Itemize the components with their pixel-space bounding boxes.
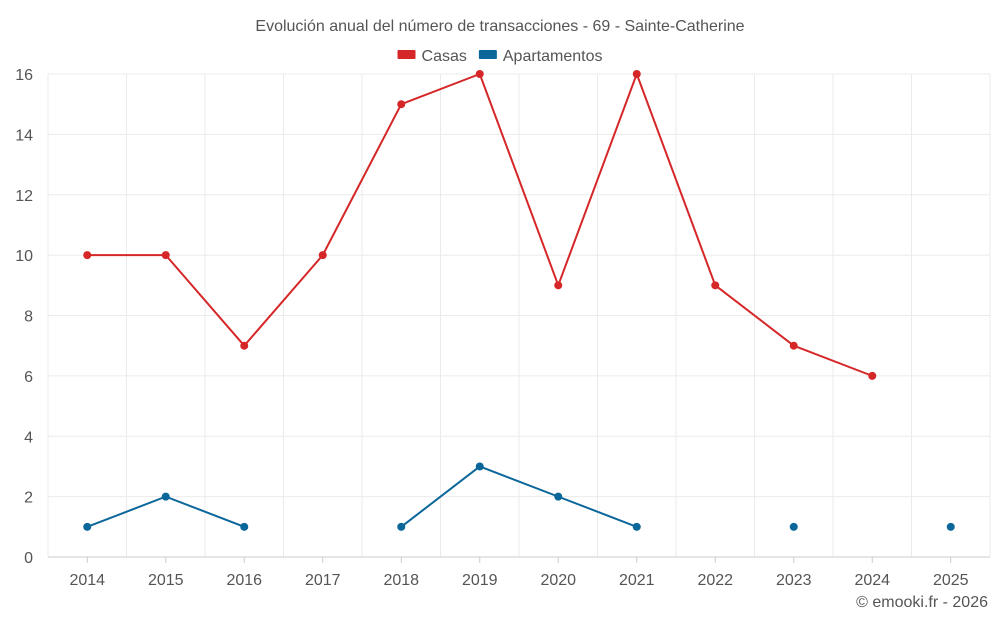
- x-tick-label: 2024: [854, 572, 890, 589]
- data-point-apartamentos-2016[interactable]: [240, 522, 249, 531]
- data-point-apartamentos-2021[interactable]: [632, 522, 641, 531]
- line-segment-casas: [478, 73, 560, 287]
- chart-title: Evolución anual del número de transaccio…: [255, 18, 744, 35]
- x-tick-label: 2015: [148, 572, 184, 589]
- data-point-apartamentos-2019[interactable]: [475, 462, 484, 471]
- legend-label: Casas: [422, 48, 467, 65]
- legend-swatch: [478, 50, 497, 59]
- grid: [47, 73, 991, 558]
- data-point-casas-2023[interactable]: [789, 341, 798, 350]
- data-point-casas-2020[interactable]: [554, 281, 563, 290]
- y-tick-label: 16: [15, 67, 33, 84]
- x-tick-label: 2018: [383, 572, 419, 589]
- y-tick-label: 10: [15, 248, 33, 265]
- x-tick-label: 2025: [933, 572, 969, 589]
- data-point-casas-2022[interactable]: [711, 281, 720, 290]
- line-segment-casas: [792, 344, 874, 377]
- x-tick-label: 2020: [540, 572, 576, 589]
- data-point-apartamentos-2018[interactable]: [397, 522, 406, 531]
- legend-label: Apartamentos: [503, 48, 603, 65]
- x-tick-label: 2014: [69, 572, 105, 589]
- series-group: [83, 70, 955, 531]
- line-segment-apartamentos: [478, 465, 560, 498]
- x-tick-label: 2022: [697, 572, 733, 589]
- legend: Casas Apartamentos: [397, 48, 603, 65]
- line-segment-casas: [557, 73, 638, 287]
- line-segment-casas: [243, 254, 324, 347]
- x-tick-label: 2019: [462, 572, 498, 589]
- credit-text: © emooki.fr - 2026: [856, 594, 988, 611]
- y-tick-label: 2: [24, 490, 33, 507]
- data-point-casas-2018[interactable]: [397, 100, 406, 109]
- x-tick-label: 2016: [226, 572, 262, 589]
- y-tick-label: 4: [24, 429, 33, 446]
- line-segment-apartamentos: [86, 495, 167, 528]
- data-point-casas-2016[interactable]: [240, 341, 249, 350]
- line-segment-casas: [635, 73, 717, 287]
- legend-swatch: [397, 50, 416, 59]
- x-axis: 2014 2015 2016 2017 2018 2019 2020 2021 2022 2023…: [69, 557, 969, 589]
- y-tick-label: 0: [24, 550, 33, 567]
- data-point-apartamentos-2014[interactable]: [83, 522, 92, 531]
- data-point-casas-2021[interactable]: [632, 70, 641, 78]
- series-apartamentos: [83, 462, 955, 531]
- x-tick-label: 2021: [619, 572, 655, 589]
- legend-item-apartamentos[interactable]: Apartamentos: [478, 48, 603, 65]
- line-segment-apartamentos: [400, 465, 481, 528]
- data-point-apartamentos-2015[interactable]: [161, 492, 170, 501]
- data-point-casas-2024[interactable]: [868, 371, 877, 380]
- line-segment-casas: [400, 73, 481, 106]
- data-point-apartamentos-2023[interactable]: [789, 522, 798, 531]
- line-segment-casas: [164, 254, 246, 347]
- series-casas: [83, 70, 877, 380]
- legend-item-casas[interactable]: Casas: [397, 48, 467, 65]
- line-segment-casas: [321, 103, 403, 257]
- data-point-casas-2014[interactable]: [83, 251, 92, 260]
- data-point-casas-2017[interactable]: [318, 251, 327, 260]
- data-point-apartamentos-2025[interactable]: [946, 522, 955, 531]
- y-tick-label: 8: [24, 309, 33, 326]
- x-tick-label: 2023: [776, 572, 812, 589]
- y-tick-label: 14: [15, 127, 33, 144]
- line-segment-casas: [714, 284, 795, 347]
- data-point-apartamentos-2020[interactable]: [554, 492, 563, 501]
- y-axis: 0 2 4 6 8 10 12 14 16: [15, 67, 33, 567]
- line-segment-apartamentos: [164, 495, 246, 528]
- y-tick-label: 6: [24, 369, 33, 386]
- x-tick-label: 2017: [305, 572, 341, 589]
- y-tick-label: 12: [15, 188, 33, 205]
- data-point-casas-2015[interactable]: [161, 251, 170, 260]
- data-point-casas-2019[interactable]: [475, 70, 484, 78]
- line-segment-apartamentos: [557, 495, 638, 528]
